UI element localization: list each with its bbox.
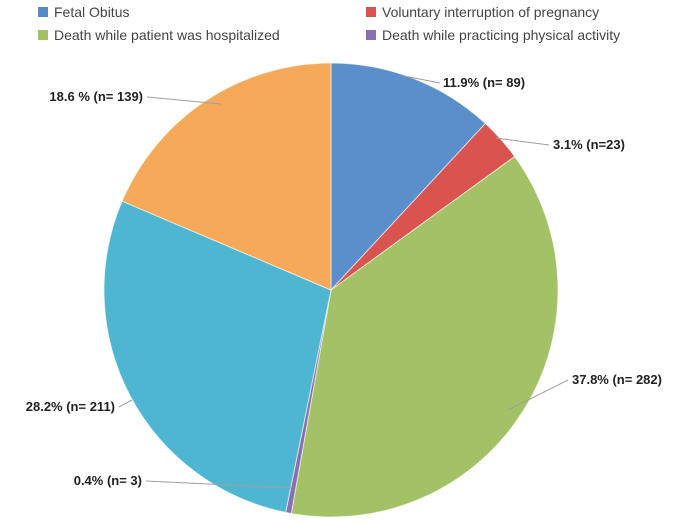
- pie-slice-unlabeled-orange: [121, 62, 332, 291]
- legend-item-death-physical-activity: Death while practicing physical activity: [366, 26, 620, 44]
- legend-label-death-hospitalized: Death while patient was hospitalized: [54, 27, 280, 43]
- legend-label-death-physical-activity: Death while practicing physical activity: [382, 27, 621, 43]
- legend-label-voluntary-interruption: Voluntary interruption of pregnancy: [382, 4, 600, 20]
- legend-swatch-death-physical-activity: [366, 30, 376, 40]
- legend-item-fetal-obitus: Fetal Obitus: [38, 3, 129, 21]
- data-label-unlabeled-cyan: 28.2% (n= 211): [26, 399, 115, 414]
- data-label-death-physical-activity: 0.4% (n= 3): [74, 473, 142, 488]
- leader-line-unlabeled-cyan: [118, 399, 133, 408]
- legend-item-voluntary-interruption: Voluntary interruption of pregnancy: [366, 3, 599, 21]
- data-label-death-hospitalized: 37.8% (n= 282): [572, 372, 662, 387]
- legend-swatch-fetal-obitus: [38, 7, 48, 17]
- leader-line-death-hospitalized: [507, 379, 569, 411]
- pie-slice-death-hospitalized: [290, 155, 559, 518]
- data-label-fetal-obitus: 11.9% (n= 89): [443, 75, 525, 90]
- leader-line-voluntary-interruption: [495, 137, 550, 146]
- leader-line-unlabeled-orange: [146, 96, 222, 105]
- legend-swatch-death-hospitalized: [38, 30, 48, 40]
- pie-slice-unlabeled-cyan: [103, 200, 332, 514]
- pie-slice-fetal-obitus: [330, 62, 487, 292]
- leader-line-fetal-obitus: [403, 75, 441, 84]
- data-label-voluntary-interruption: 3.1% (n=23): [553, 137, 625, 152]
- legend-item-death-hospitalized: Death while patient was hospitalized: [38, 26, 280, 44]
- leader-line-death-physical-activity: [145, 480, 292, 489]
- legend-swatch-voluntary-interruption: [366, 7, 376, 17]
- data-label-unlabeled-orange: 18.6 % (n= 139): [49, 89, 143, 104]
- legend-label-fetal-obitus: Fetal Obitus: [54, 4, 130, 20]
